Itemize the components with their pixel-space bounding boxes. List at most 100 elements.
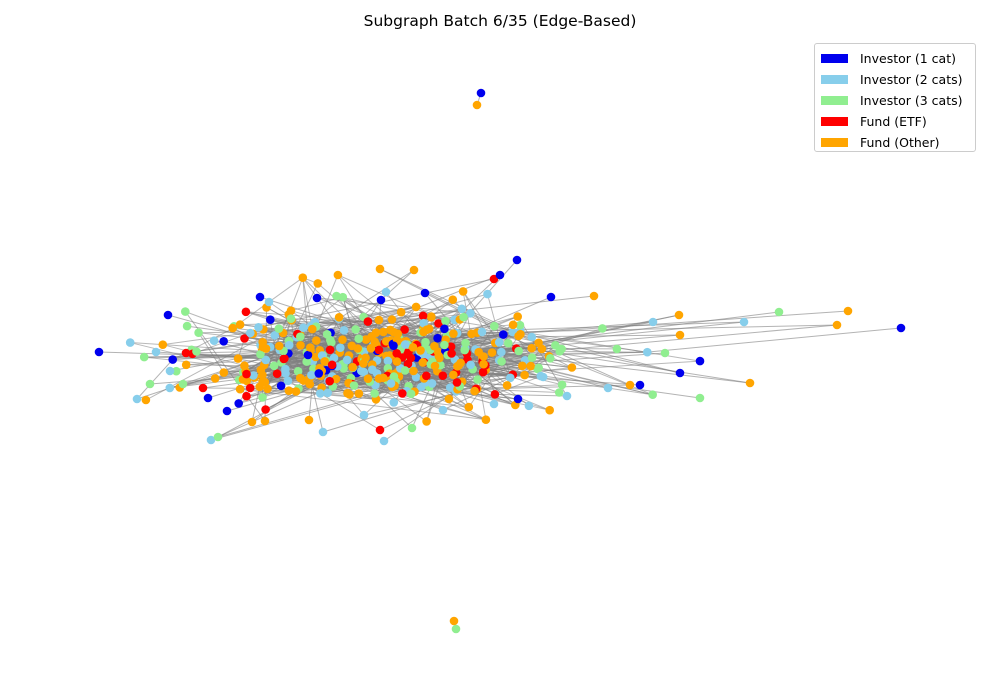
graph-node (132, 394, 142, 404)
graph-node (470, 386, 479, 396)
graph-node (192, 347, 201, 356)
graph-node (303, 350, 313, 360)
graph-node (635, 380, 645, 390)
graph-node (181, 307, 190, 316)
graph-node (240, 334, 249, 343)
graph-node (567, 363, 577, 372)
graph-node (198, 383, 208, 393)
graph-node (446, 342, 456, 352)
graph-node (210, 374, 220, 383)
graph-node (242, 391, 251, 401)
graph-edge (494, 375, 541, 395)
graph-edge (647, 327, 902, 353)
graph-node (260, 416, 270, 426)
graph-node (411, 302, 421, 312)
graph-edge (335, 378, 487, 421)
graph-edge (494, 393, 568, 397)
graph-node (374, 315, 384, 325)
graph-node (400, 366, 410, 375)
graph-node (514, 346, 523, 356)
graph-node (427, 379, 437, 388)
graph-node (305, 379, 315, 389)
graph-node (249, 371, 258, 380)
graph-node (274, 341, 284, 351)
graph-node (349, 381, 359, 390)
graph-node (527, 353, 537, 362)
graph-node (286, 306, 296, 316)
graph-node (406, 353, 416, 363)
graph-node (479, 359, 488, 369)
graph-node (291, 387, 301, 396)
graph-node (554, 388, 564, 397)
graph-node (467, 329, 476, 339)
graph-node (536, 371, 546, 381)
graph-node (449, 616, 459, 626)
graph-node (444, 394, 454, 404)
graph-node (441, 316, 450, 326)
graph-node (389, 341, 398, 351)
graph-node (489, 399, 499, 409)
legend-label: Fund (ETF) (860, 114, 927, 129)
graph-node (407, 423, 417, 433)
graph-node (422, 371, 431, 381)
graph-node (551, 341, 560, 350)
graph-edge (240, 388, 486, 421)
graph-node (245, 383, 255, 393)
graph-node (387, 315, 397, 324)
graph-node (589, 291, 599, 301)
graph-node (508, 320, 518, 330)
graph-node (158, 340, 168, 350)
graph-node (338, 292, 348, 302)
graph-node (256, 350, 265, 359)
graph-node (270, 331, 280, 340)
graph-node (203, 393, 213, 403)
graph-node (235, 384, 245, 394)
graph-node (398, 389, 407, 398)
graph-node (219, 368, 229, 377)
graph-node (151, 347, 161, 357)
graph-node (430, 341, 439, 351)
graph-node (422, 325, 432, 335)
graph-node (832, 320, 842, 330)
graph-node (242, 369, 251, 379)
graph-edge (531, 357, 751, 384)
graph-node (342, 355, 352, 365)
graph-node (612, 344, 622, 354)
graph-node (534, 363, 543, 373)
graph-node (464, 402, 474, 412)
graph-node (165, 383, 175, 393)
graph-node (643, 347, 652, 357)
graph-node (421, 337, 430, 347)
graph-edge (491, 314, 680, 354)
graph-node (739, 317, 749, 327)
graph-node (272, 369, 282, 379)
graph-node (400, 325, 409, 334)
graph-node (269, 361, 279, 371)
legend-swatch (821, 138, 848, 147)
graph-node (460, 345, 470, 355)
graph-node (283, 376, 293, 386)
graph-edge (338, 269, 415, 320)
graph-node (163, 310, 173, 320)
graph-node (286, 314, 296, 324)
graph-node (427, 312, 436, 321)
graph-node (376, 295, 386, 305)
graph-node (254, 323, 263, 332)
graph-node (312, 293, 322, 303)
graph-node (336, 343, 345, 353)
graph-node (94, 347, 104, 357)
graph-node (320, 357, 330, 366)
graph-node (490, 390, 500, 399)
graph-node (281, 364, 290, 374)
graph-node (258, 393, 267, 402)
graph-node (339, 326, 349, 335)
graph-node (392, 349, 402, 358)
graph-node (695, 393, 705, 403)
graph-edge (423, 331, 751, 384)
graph-node (363, 317, 373, 326)
graph-node (433, 333, 442, 343)
graph-node (502, 381, 512, 390)
graph-node (375, 264, 385, 274)
graph-edge (379, 268, 495, 327)
graph-node (383, 356, 393, 366)
